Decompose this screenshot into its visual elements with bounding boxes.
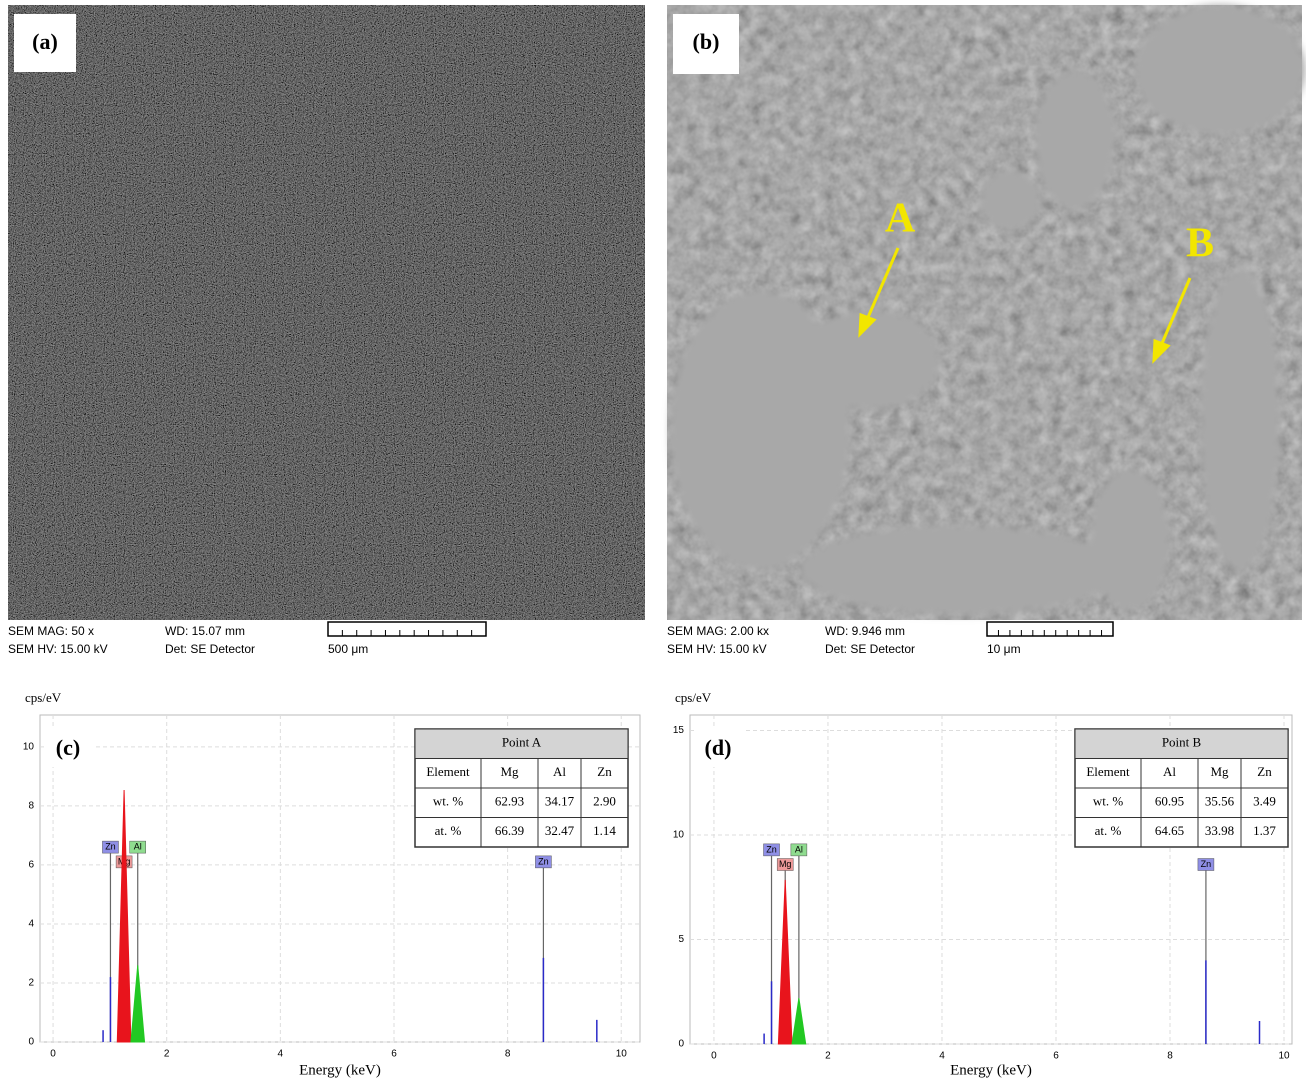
sem-image-b: (b) A B: [667, 5, 1305, 620]
result-table: Point A Element Mg Al Zn wt. % 62.93 34.17 2.90 a…: [415, 729, 628, 847]
result-table: Point B Element Al Mg Zn wt. % 60.95 35.56 3.49 a…: [1075, 729, 1288, 847]
table-header: Al: [1163, 764, 1176, 779]
table-header: Zn: [1257, 764, 1272, 779]
element-tag-label: Zn: [1201, 859, 1212, 869]
x-axis-label: Energy (keV): [950, 1062, 1032, 1078]
table-cell: 64.65: [1155, 823, 1184, 838]
sem-mag: SEM MAG: 2.00 kx: [667, 624, 769, 638]
y-tick-label: 0: [28, 1037, 34, 1048]
y-tick-label: 2: [28, 978, 34, 989]
sem-det: Det: SE Detector: [825, 642, 915, 656]
table-header: Element: [426, 764, 470, 779]
panel-label: (c): [56, 735, 80, 760]
sem-det: Det: SE Detector: [165, 642, 255, 656]
element-tag-label: Zn: [538, 856, 549, 866]
table-title: Point A: [502, 735, 542, 750]
table-cell: 32.47: [545, 823, 575, 838]
y-tick-label: 10: [23, 742, 35, 753]
table-header: Mg: [500, 764, 519, 779]
x-tick-label: 8: [1167, 1051, 1173, 1062]
sem-hv: SEM HV: 15.00 kV: [8, 642, 108, 656]
panel-label: (d): [705, 735, 732, 760]
y-tick-label: 8: [28, 801, 34, 812]
table-cell: 33.98: [1205, 823, 1234, 838]
y-axis-label: cps/eV: [25, 690, 62, 705]
x-tick-label: 4: [939, 1051, 945, 1062]
table-cell: 3.49: [1253, 794, 1276, 809]
x-tick-label: 0: [50, 1049, 56, 1060]
table-cell: 60.95: [1155, 794, 1184, 809]
table-cell: wt. %: [433, 794, 464, 809]
table-cell: at. %: [1095, 823, 1122, 838]
element-tag-label: Al: [795, 844, 803, 854]
x-tick-label: 4: [278, 1049, 284, 1060]
table-cell: 62.93: [495, 794, 524, 809]
table-cell: 1.14: [593, 823, 616, 838]
table-header: Element: [1086, 764, 1130, 779]
x-tick-label: 6: [1053, 1051, 1059, 1062]
scale-label: 10 μm: [987, 642, 1021, 656]
scale-label: 500 μm: [328, 642, 368, 656]
x-tick-label: 10: [616, 1049, 628, 1060]
y-tick-label: 5: [678, 934, 684, 945]
sem-mag: SEM MAG: 50 x: [8, 624, 94, 638]
sem-info: SEM MAG: 50 x WD: 15.07 mm SEM HV: 15.00…: [8, 624, 1021, 656]
element-tag-label: Zn: [766, 844, 777, 854]
table-header: Mg: [1210, 764, 1229, 779]
x-tick-label: 2: [825, 1051, 831, 1062]
y-tick-label: 4: [28, 919, 34, 930]
annotation: B: [1186, 221, 1214, 267]
y-axis-label: cps/eV: [675, 690, 712, 705]
sem-image-a: (a): [8, 5, 645, 620]
y-tick-label: 15: [673, 725, 685, 736]
table-cell: wt. %: [1093, 794, 1124, 809]
annotation: A: [885, 196, 916, 242]
y-tick-label: 10: [673, 830, 685, 841]
y-tick-label: 0: [678, 1039, 684, 1050]
sem-wd: WD: 15.07 mm: [165, 624, 245, 638]
sem-hv: SEM HV: 15.00 kV: [667, 642, 767, 656]
scale-bar: [328, 622, 486, 636]
table-cell: at. %: [435, 823, 462, 838]
table-header: Zn: [597, 764, 612, 779]
table-cell: 34.17: [545, 794, 575, 809]
scale-bar: [987, 622, 1113, 636]
table-title: Point B: [1162, 735, 1202, 750]
y-tick-label: 6: [28, 860, 34, 871]
table-cell: 35.56: [1205, 794, 1235, 809]
element-tag-label: Al: [134, 841, 142, 851]
x-tick-label: 10: [1278, 1051, 1290, 1062]
element-tag-label: Mg: [779, 859, 792, 869]
page: (a) (b) A B SEM MAG: 50 x WD: 15.07 mm S…: [0, 0, 1306, 1083]
table-cell: 2.90: [593, 794, 616, 809]
table-cell: 66.39: [495, 823, 524, 838]
x-tick-label: 0: [711, 1051, 717, 1062]
x-tick-label: 6: [391, 1049, 397, 1060]
table-header: Al: [553, 764, 566, 779]
sem-wd: WD: 9.946 mm: [825, 624, 905, 638]
spectrum-chart: 0 2 4 6 8 10 0 2 4 6 8 10 cps/eV Energy (keV) Zn Mg Al Zn…: [23, 690, 640, 1078]
x-tick-label: 2: [164, 1049, 170, 1060]
x-tick-label: 8: [505, 1049, 511, 1060]
panel-label: (a): [32, 29, 58, 54]
figure: (a) (b) A B SEM MAG: 50 x WD: 15.07 mm S…: [0, 0, 1306, 1083]
panel-label: (b): [693, 29, 720, 54]
table-cell: 1.37: [1253, 823, 1276, 838]
element-tag-label: Zn: [105, 841, 116, 851]
x-axis-label: Energy (keV): [299, 1062, 381, 1078]
